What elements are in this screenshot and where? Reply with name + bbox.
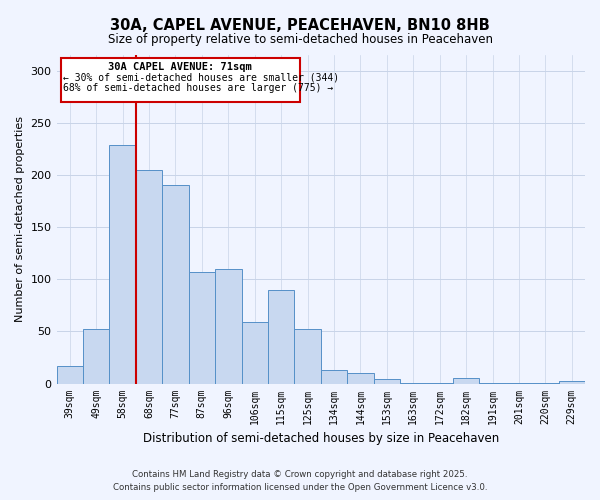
Bar bbox=[532, 382, 559, 384]
Bar bbox=[427, 382, 453, 384]
Bar bbox=[83, 330, 109, 384]
Bar bbox=[374, 380, 400, 384]
Text: Contains HM Land Registry data © Crown copyright and database right 2025.
Contai: Contains HM Land Registry data © Crown c… bbox=[113, 470, 487, 492]
X-axis label: Distribution of semi-detached houses by size in Peacehaven: Distribution of semi-detached houses by … bbox=[143, 432, 499, 445]
Text: 30A CAPEL AVENUE: 71sqm: 30A CAPEL AVENUE: 71sqm bbox=[108, 62, 252, 72]
Bar bbox=[453, 378, 479, 384]
Text: 68% of semi-detached houses are larger (775) →: 68% of semi-detached houses are larger (… bbox=[63, 83, 334, 93]
Bar bbox=[56, 366, 83, 384]
Bar bbox=[347, 373, 374, 384]
Y-axis label: Number of semi-detached properties: Number of semi-detached properties bbox=[15, 116, 25, 322]
Text: 30A, CAPEL AVENUE, PEACEHAVEN, BN10 8HB: 30A, CAPEL AVENUE, PEACEHAVEN, BN10 8HB bbox=[110, 18, 490, 32]
Bar bbox=[188, 272, 215, 384]
Text: ← 30% of semi-detached houses are smaller (344): ← 30% of semi-detached houses are smalle… bbox=[63, 72, 339, 83]
Bar bbox=[321, 370, 347, 384]
Bar bbox=[479, 382, 506, 384]
Bar bbox=[295, 330, 321, 384]
Bar bbox=[162, 186, 188, 384]
Bar bbox=[268, 290, 295, 384]
Bar bbox=[215, 269, 242, 384]
Bar bbox=[109, 144, 136, 384]
FancyBboxPatch shape bbox=[61, 58, 299, 102]
Bar bbox=[506, 382, 532, 384]
Bar bbox=[400, 382, 427, 384]
Bar bbox=[559, 382, 585, 384]
Bar bbox=[136, 170, 162, 384]
Bar bbox=[242, 322, 268, 384]
Text: Size of property relative to semi-detached houses in Peacehaven: Size of property relative to semi-detach… bbox=[107, 32, 493, 46]
